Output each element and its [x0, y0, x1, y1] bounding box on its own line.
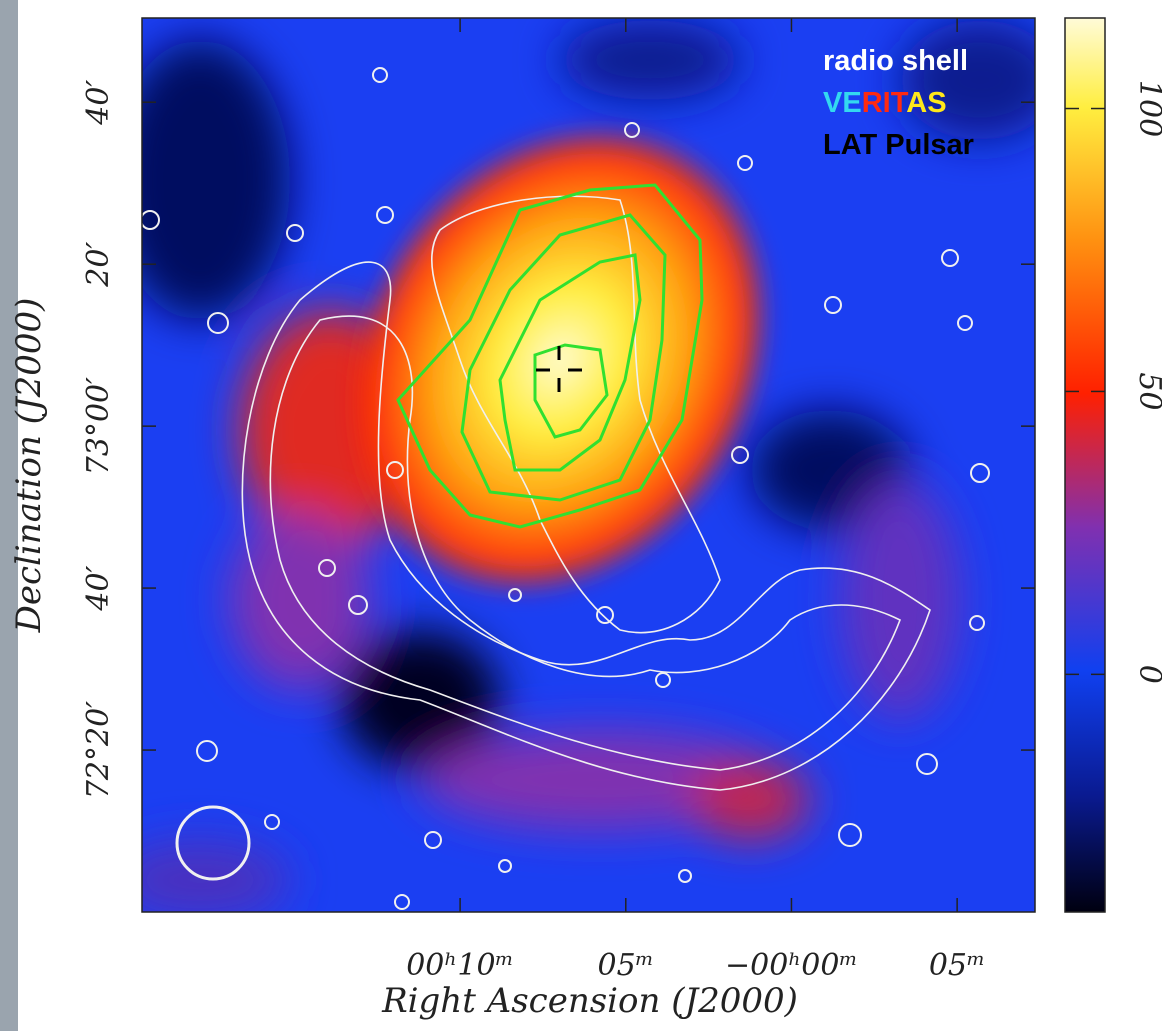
legend-text: VE — [823, 87, 862, 119]
x-tick-label: 05ᵐ — [929, 948, 986, 983]
colorbar-tick-label: 100 — [1132, 80, 1162, 137]
legend-text: RIT — [862, 87, 909, 119]
page: Right Ascension (J2000) Declination (J20… — [0, 0, 1162, 1031]
y-tick-label: 73°00′ — [81, 377, 116, 475]
figure: Right Ascension (J2000) Declination (J20… — [0, 0, 1162, 1031]
colorbar — [1065, 18, 1105, 912]
y-tick-label: 72°20′ — [81, 701, 116, 799]
legend-text: AS — [906, 87, 946, 119]
colorbar-tick-label: 50 — [1132, 372, 1162, 410]
x-tick-label: 05ᵐ — [597, 948, 654, 983]
x-tick-label: −00ʰ00ᵐ — [725, 948, 858, 983]
legend-entry: LAT Pulsar — [823, 129, 974, 161]
x-tick-label: 00ʰ10ᵐ — [406, 948, 514, 983]
y-tick-label: 20′ — [81, 242, 116, 288]
legend-entry: VERITAS — [823, 87, 947, 119]
legend-text: radio shell — [823, 45, 968, 77]
legend-entry: radio shell — [823, 45, 968, 77]
x-axis-label: Right Ascension (J2000) — [381, 981, 798, 1021]
legend-text: LAT Pulsar — [823, 129, 974, 161]
y-tick-label: 40′ — [81, 80, 116, 126]
y-tick-label: 40′ — [81, 565, 116, 611]
y-axis-label: Declination (J2000) — [9, 298, 49, 634]
colorbar-tick-label: 0 — [1132, 665, 1162, 684]
